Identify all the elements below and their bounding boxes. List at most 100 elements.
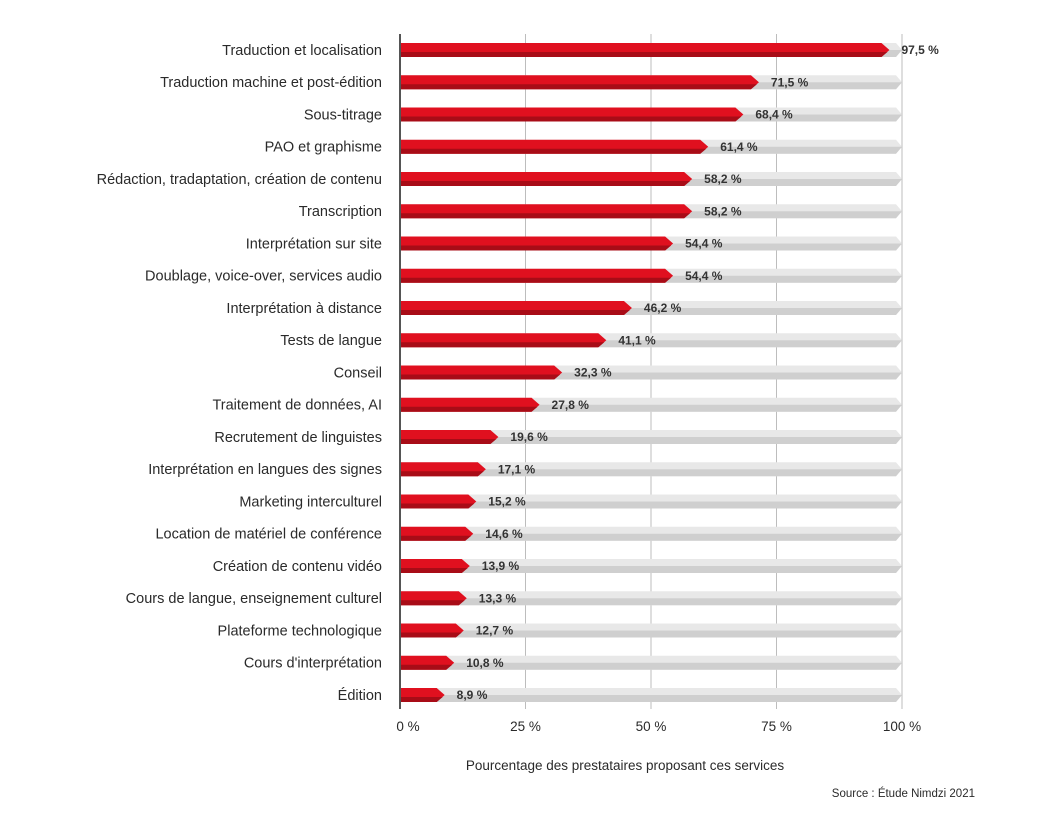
category-label: Cours d'interprétation (244, 656, 382, 672)
bar-fill-shade (400, 471, 484, 477)
value-label: 13,3 % (479, 591, 517, 605)
bar (400, 365, 563, 380)
bar-track-shade (400, 501, 902, 509)
bar (400, 688, 445, 702)
bar (400, 655, 455, 670)
bar-track-shade (400, 566, 902, 573)
bar-track-shade (400, 662, 902, 670)
category-label: Interprétation à distance (226, 301, 382, 317)
bar (400, 333, 607, 348)
value-label: 97,5 % (901, 43, 939, 57)
bar-fill-shade (400, 181, 691, 186)
bar-track-shade (400, 533, 902, 541)
value-label: 8,9 % (457, 688, 488, 702)
value-label: 19,6 % (510, 430, 548, 444)
bar (400, 139, 709, 154)
category-label: Plateforme technologique (218, 623, 382, 639)
value-label: 54,4 % (685, 237, 723, 251)
category-label: Traduction et localisation (222, 43, 382, 59)
bar-fill-shade (400, 277, 672, 283)
value-label: 32,3 % (574, 366, 612, 380)
bar-fill-shade (400, 535, 472, 541)
bar (400, 75, 759, 90)
category-labels: Traduction et localisation Traduction mac… (97, 43, 382, 704)
bar-fill-shade (400, 503, 475, 509)
bar-fill-shade (400, 342, 605, 348)
bar-fill-shade (400, 310, 630, 315)
x-tick-label: 100 % (883, 719, 921, 734)
bar-fill-shade (400, 84, 757, 90)
bar (400, 236, 674, 251)
value-label: 54,4 % (685, 269, 723, 283)
bar (400, 43, 890, 57)
category-label: Conseil (334, 365, 382, 381)
x-tick-label: 25 % (510, 719, 541, 734)
bar (400, 172, 693, 186)
value-labels: 97,5 % 71,5 % 68,4 % 61,4 % 58,2 % 58,2 % 54,4… (457, 43, 939, 702)
bar-track-shade (400, 598, 902, 606)
bar-fill-shade (400, 406, 538, 412)
x-tick-labels: 0 % 25 % 50 % 75 % 100 % (396, 719, 921, 734)
value-label: 10,8 % (466, 656, 504, 670)
bar (400, 526, 474, 541)
bar-track-shade (400, 630, 902, 638)
category-label: Rédaction, tradaptation, création de con… (97, 172, 382, 188)
category-label: Location de matériel de conférence (155, 527, 382, 543)
value-label: 61,4 % (720, 140, 758, 154)
value-label: 58,2 % (704, 172, 742, 186)
value-label: 15,2 % (488, 495, 526, 509)
category-label: Édition (338, 687, 382, 704)
bars (400, 43, 890, 702)
x-tick-label: 75 % (761, 719, 792, 734)
bar (400, 462, 486, 477)
bar-fill-shade (400, 374, 561, 380)
bar (400, 494, 477, 509)
value-label: 13,9 % (482, 559, 520, 573)
value-label: 71,5 % (771, 75, 809, 89)
bar (400, 430, 499, 444)
x-tick-label: 50 % (636, 719, 667, 734)
bar-fill-shade (400, 148, 707, 154)
bar-fill-shade (400, 52, 888, 57)
category-label: PAO et graphisme (265, 140, 382, 156)
bar-fill-shade (400, 439, 497, 444)
category-label: Recrutement de linguistes (214, 430, 382, 446)
category-label: Sous-titrage (304, 107, 382, 123)
bar (400, 204, 693, 219)
category-label: Cours de langue, enseignement culturel (126, 591, 382, 607)
bar (400, 623, 464, 638)
category-label: Traitement de données, AI (212, 398, 382, 414)
category-label: Transcription (299, 204, 382, 220)
x-tick-label: 0 % (396, 719, 419, 734)
bar-fill-shade (400, 697, 443, 702)
category-label: Interprétation sur site (246, 236, 382, 252)
bar (400, 559, 470, 573)
bar-fill-shade (400, 116, 742, 122)
category-label: Doublage, voice-over, services audio (145, 269, 382, 285)
bar-track-shade (400, 437, 902, 444)
bar-fill-shade (400, 213, 691, 219)
category-label: Tests de langue (280, 333, 382, 349)
category-label: Interprétation en langues des signes (148, 462, 382, 478)
bar-fill-shade (400, 664, 453, 670)
bar-fill-shade (400, 245, 672, 251)
bar-fill-shade (400, 600, 465, 606)
value-label: 27,8 % (552, 398, 590, 412)
value-label: 14,6 % (485, 527, 523, 541)
bar (400, 107, 744, 122)
category-label: Création de contenu vidéo (213, 559, 382, 575)
x-axis-title: Pourcentage des prestataires proposant c… (466, 758, 784, 773)
bar (400, 268, 674, 283)
category-label: Traduction machine et post-édition (160, 75, 382, 91)
bar-track-shade (400, 469, 902, 477)
source-note: Source : Étude Nimdzi 2021 (832, 787, 975, 800)
bar-track-shade (400, 695, 902, 702)
bar-fill-shade (400, 632, 462, 638)
bar (400, 397, 540, 412)
bar-fill-shade (400, 568, 468, 573)
value-label: 58,2 % (704, 204, 742, 218)
value-label: 17,1 % (498, 462, 536, 476)
value-label: 68,4 % (755, 108, 793, 122)
